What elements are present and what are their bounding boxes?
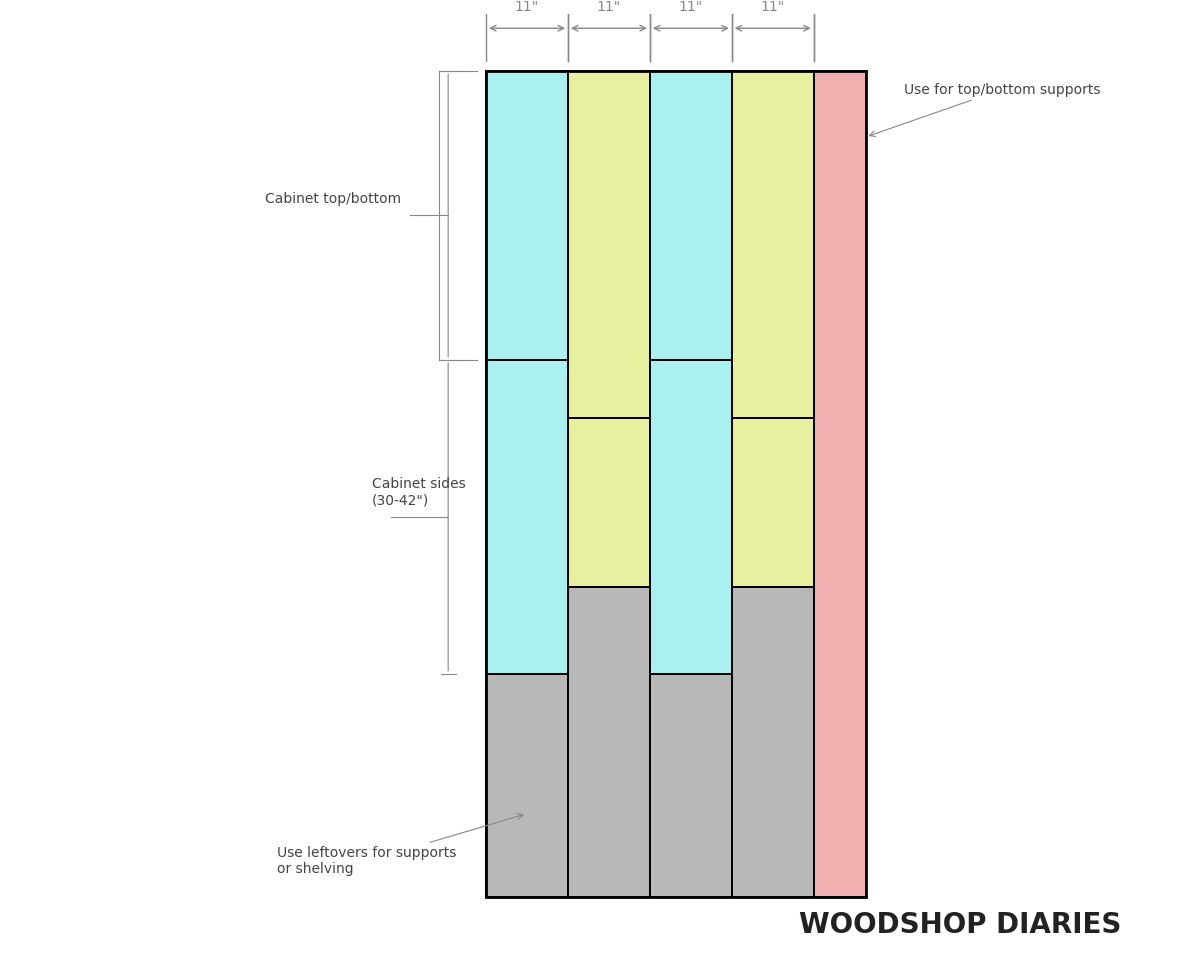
FancyBboxPatch shape (814, 71, 865, 897)
FancyBboxPatch shape (486, 674, 568, 897)
Text: WOODSHOP DIARIES: WOODSHOP DIARIES (799, 911, 1122, 939)
Text: 11": 11" (596, 0, 622, 14)
Text: 11": 11" (679, 0, 703, 14)
Text: Cabinet top/bottom: Cabinet top/bottom (264, 192, 401, 206)
Text: 11": 11" (515, 0, 539, 14)
FancyBboxPatch shape (650, 71, 732, 360)
Text: Cabinet sides
(30-42"): Cabinet sides (30-42") (372, 477, 466, 508)
FancyBboxPatch shape (732, 71, 814, 418)
FancyBboxPatch shape (650, 674, 732, 897)
Text: Use leftovers for supports
or shelving: Use leftovers for supports or shelving (277, 814, 523, 876)
Text: Use for top/bottom supports: Use for top/bottom supports (870, 83, 1100, 137)
FancyBboxPatch shape (568, 587, 650, 897)
FancyBboxPatch shape (486, 71, 568, 360)
FancyBboxPatch shape (568, 71, 650, 418)
FancyBboxPatch shape (732, 587, 814, 897)
FancyBboxPatch shape (568, 418, 650, 587)
FancyBboxPatch shape (650, 360, 732, 674)
FancyBboxPatch shape (486, 360, 568, 674)
FancyBboxPatch shape (732, 418, 814, 587)
Text: 11": 11" (761, 0, 785, 14)
